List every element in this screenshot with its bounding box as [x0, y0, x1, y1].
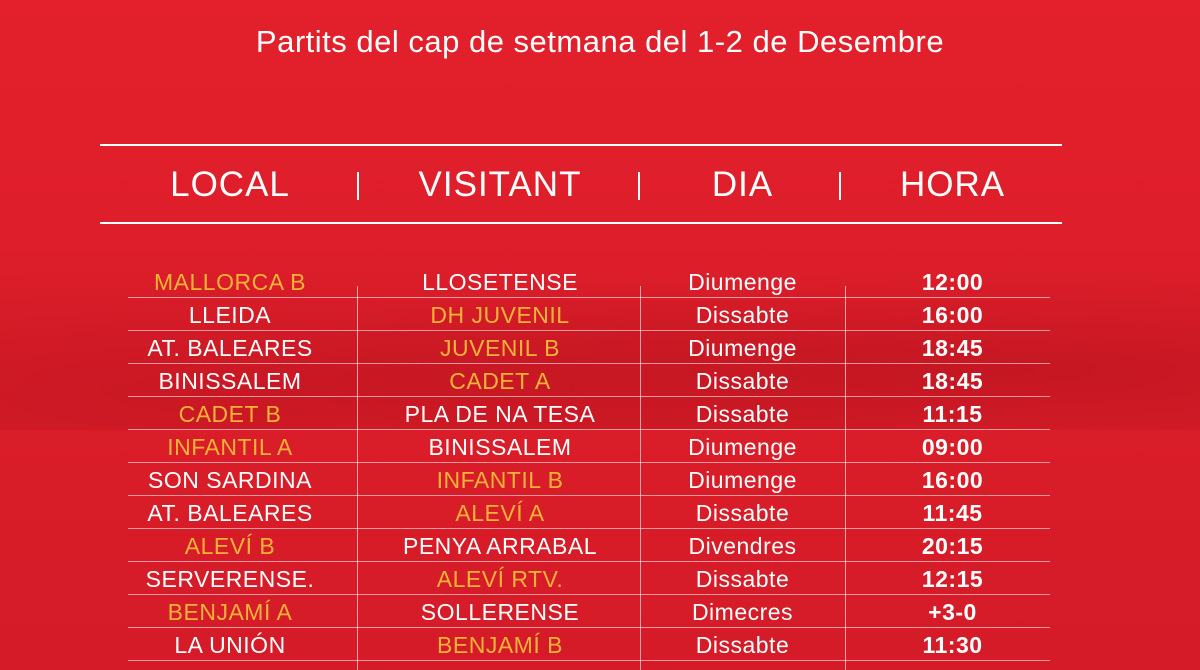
- cell-dia: Dissabte: [695, 500, 790, 526]
- cell-hora: 20:15: [921, 533, 984, 559]
- cell-hora: 16:00: [921, 467, 984, 493]
- cell-visitant: INFANTIL B: [436, 467, 564, 493]
- cell-hora: 12:00: [921, 269, 984, 295]
- cell-local: BINISSALEM: [158, 368, 302, 394]
- cell-dia: Dissabte: [695, 566, 790, 592]
- row-divider: [128, 429, 1050, 430]
- table-row: BINISSALEM CADET A Dissabte 18:45: [0, 365, 1200, 398]
- table-row: CADET B PLA DE NA TESA Dissabte 11:15: [0, 398, 1200, 431]
- table-row: AT. BALEARES JUVENIL B Diumenge 18:45: [0, 332, 1200, 365]
- cell-local: INFANTIL A: [167, 434, 293, 460]
- cell-hora: 18:45: [921, 368, 984, 394]
- cell-visitant: JUVENIL B: [440, 335, 560, 361]
- table-header: LOCAL VISITANT DIA HORA: [100, 160, 1062, 210]
- cell-dia: Dissabte: [695, 302, 790, 328]
- cell-local: ALEVÍ B: [184, 533, 276, 559]
- row-divider: [128, 594, 1050, 595]
- row-divider: [128, 660, 1050, 661]
- cell-visitant: BINISSALEM: [428, 434, 572, 460]
- table-row: SERVERENSE. ALEVÍ RTV. Dissabte 12:15: [0, 563, 1200, 596]
- cell-visitant: ALEVÍ RTV.: [436, 566, 564, 592]
- table-row: BENJAMÍ A SOLLERENSE Dimecres +3-0: [0, 596, 1200, 629]
- table-row: LA UNIÓN BENJAMÍ B Dissabte 11:30: [0, 629, 1200, 662]
- header-hora: HORA: [899, 165, 1006, 204]
- column-divider: [845, 286, 846, 670]
- table-row: SON SARDINA INFANTIL B Diumenge 16:00: [0, 464, 1200, 497]
- table-row: LLEIDA DH JUVENIL Dissabte 16:00: [0, 299, 1200, 332]
- cell-local: AT. BALEARES: [147, 335, 313, 361]
- header-dia: DIA: [711, 165, 774, 204]
- cell-dia: Diumenge: [688, 467, 797, 493]
- cell-visitant: PENYA ARRABAL: [403, 533, 597, 559]
- row-divider: [128, 495, 1050, 496]
- cell-local: BENJAMÍ A: [167, 599, 293, 625]
- cell-visitant: SOLLERENSE: [420, 599, 580, 625]
- header-separator: [839, 172, 841, 200]
- row-divider: [128, 396, 1050, 397]
- row-divider: [128, 462, 1050, 463]
- cell-visitant: CADET A: [449, 368, 551, 394]
- cell-local: CADET B: [178, 401, 282, 427]
- header-local: LOCAL: [170, 165, 290, 204]
- cell-hora: 11:30: [922, 632, 983, 658]
- cell-dia: Dissabte: [695, 401, 790, 427]
- cell-local: LLEIDA: [188, 302, 272, 328]
- cell-visitant: LLOSETENSE: [422, 269, 578, 295]
- cell-hora: 09:00: [921, 434, 984, 460]
- cell-dia: Diumenge: [688, 335, 797, 361]
- page-title: Partits del cap de setmana del 1-2 de De…: [255, 24, 945, 59]
- row-divider: [128, 528, 1050, 529]
- cell-dia: Dissabte: [695, 632, 790, 658]
- column-divider: [357, 286, 358, 670]
- cell-local: SERVERENSE.: [145, 566, 315, 592]
- cell-dia: Divendres: [688, 533, 797, 559]
- header-bottom-rule: [100, 222, 1062, 224]
- cell-dia: Dissabte: [695, 368, 790, 394]
- cell-hora: 18:45: [921, 335, 984, 361]
- row-divider: [128, 561, 1050, 562]
- header-top-rule: [100, 144, 1062, 146]
- cell-dia: Diumenge: [688, 269, 797, 295]
- cell-visitant: PLA DE NA TESA: [404, 401, 596, 427]
- cell-local: SON SARDINA: [148, 467, 312, 493]
- cell-hora: 12:15: [921, 566, 984, 592]
- column-divider: [640, 286, 641, 670]
- cell-local: LA UNIÓN: [174, 632, 286, 658]
- header-separator: [357, 172, 359, 200]
- cell-visitant: ALEVÍ A: [455, 500, 545, 526]
- row-divider: [128, 297, 1050, 298]
- row-divider: [128, 330, 1050, 331]
- cell-visitant: DH JUVENIL: [430, 302, 570, 328]
- cell-hora: 11:45: [922, 500, 983, 526]
- table-row: INFANTIL A BINISSALEM Diumenge 09:00: [0, 431, 1200, 464]
- cell-visitant: BENJAMÍ B: [437, 632, 563, 658]
- cell-local: AT. BALEARES: [147, 500, 313, 526]
- cell-dia: Diumenge: [688, 434, 797, 460]
- cell-local: MALLORCA B: [154, 269, 306, 295]
- row-divider: [128, 627, 1050, 628]
- table-row: MALLORCA B LLOSETENSE Diumenge 12:00: [0, 266, 1200, 299]
- row-divider: [128, 363, 1050, 364]
- cell-hora: 16:00: [921, 302, 984, 328]
- cell-hora: 11:15: [922, 401, 983, 427]
- header-visitant: VISITANT: [418, 165, 582, 204]
- table-row: AT. BALEARES ALEVÍ A Dissabte 11:45: [0, 497, 1200, 530]
- cell-hora: +3-0: [928, 599, 977, 625]
- header-separator: [638, 172, 640, 200]
- table-row: ALEVÍ B PENYA ARRABAL Divendres 20:15: [0, 530, 1200, 563]
- cell-dia: Dimecres: [691, 599, 794, 625]
